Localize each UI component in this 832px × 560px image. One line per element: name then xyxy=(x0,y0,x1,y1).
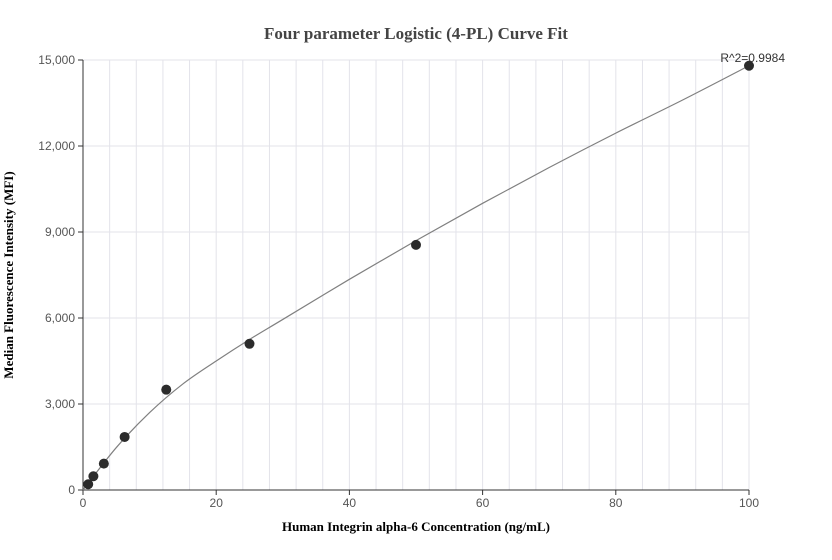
fit-curve xyxy=(82,65,750,491)
data-point[interactable] xyxy=(98,458,109,469)
axes: 0 3,000 6,000 9,000 12,000 15,000 0 20 40 60 80 100 xyxy=(38,53,759,510)
grid-layer xyxy=(82,59,750,491)
y-axis-title: Median Fluorescence Intensity (MFI) xyxy=(1,171,16,378)
data-point[interactable] xyxy=(119,431,130,442)
x-tick-label: 0 xyxy=(80,496,87,510)
y-tick-label: 0 xyxy=(68,483,75,497)
y-tick-label: 3,000 xyxy=(45,397,75,411)
data-point[interactable] xyxy=(244,338,255,349)
chart-title: Four parameter Logistic (4-PL) Curve Fit xyxy=(264,24,568,43)
x-tick-label: 60 xyxy=(476,496,490,510)
r-squared-annotation: R^2=0.9984 xyxy=(720,51,785,65)
x-tick-label: 20 xyxy=(210,496,224,510)
y-tick-label: 6,000 xyxy=(45,311,75,325)
x-tick-label: 40 xyxy=(343,496,357,510)
data-point[interactable] xyxy=(161,384,172,395)
data-point[interactable] xyxy=(88,471,99,482)
x-tick-label: 100 xyxy=(739,496,759,510)
fit-curve-layer xyxy=(82,65,750,491)
y-tick-label: 12,000 xyxy=(38,139,75,153)
y-tick-label: 9,000 xyxy=(45,225,75,239)
x-axis-title: Human Integrin alpha-6 Concentration (ng… xyxy=(282,519,550,534)
x-tick-label: 80 xyxy=(609,496,623,510)
data-point[interactable] xyxy=(744,60,754,71)
y-tick-label: 15,000 xyxy=(38,53,75,67)
data-point[interactable] xyxy=(411,239,421,250)
data-points-layer xyxy=(83,60,754,490)
data-point[interactable] xyxy=(83,479,94,490)
